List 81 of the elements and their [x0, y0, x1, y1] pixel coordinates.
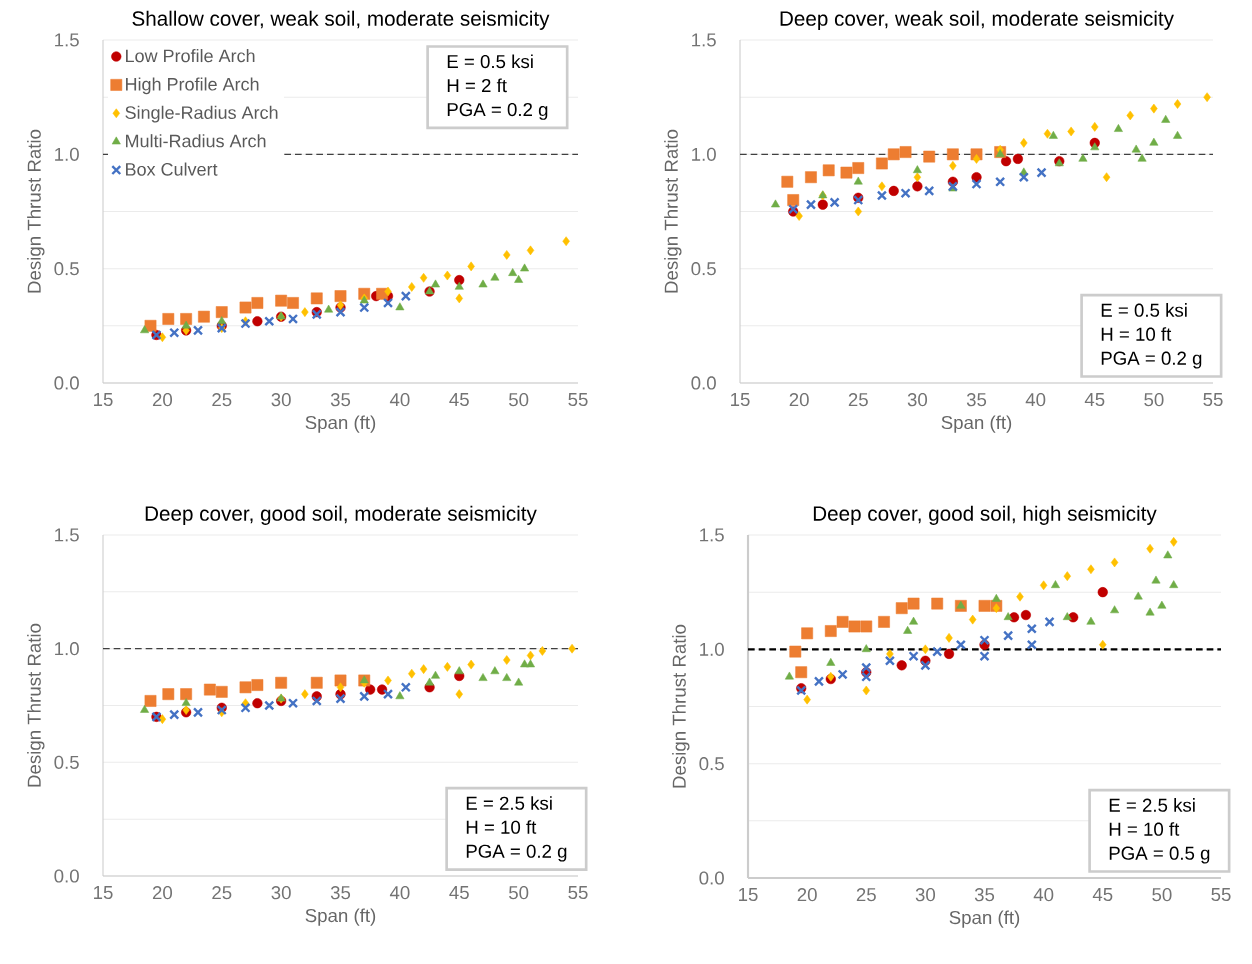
annotation: H = 10 ft — [466, 820, 537, 834]
annotation: PGA = 0.2 g — [447, 102, 548, 120]
legend-label: Multi-Radius Arch — [126, 134, 266, 148]
y-tick-label: 1.5 — [700, 528, 724, 542]
y-tick-label: 0.0 — [54, 376, 79, 390]
x-tick-label: 15 — [739, 888, 758, 902]
annotation: H = 10 ft — [1101, 327, 1172, 341]
y-tick-label: 1.5 — [55, 528, 79, 542]
x-tick-label: 15 — [94, 886, 113, 900]
annotation: E = 2.5 ksi — [466, 796, 552, 810]
y-tick-label: 0.0 — [54, 869, 79, 883]
x-tick-label: 25 — [212, 886, 232, 900]
x-axis-title: Span (ft) — [305, 908, 376, 926]
x-tick-label: 55 — [1211, 888, 1231, 902]
x-tick-label: 55 — [1203, 393, 1223, 407]
legend-label: High Profile Arch — [126, 77, 259, 95]
chart-title: Deep cover, good soil, moderate seismicity — [145, 505, 537, 525]
chart-title: Deep cover, weak soil, moderate seismicity — [780, 10, 1174, 30]
x-tick-label: 45 — [1092, 888, 1113, 902]
x-tick-label: 20 — [789, 393, 809, 407]
y-tick-label: 1.0 — [692, 147, 716, 161]
x-tick-label: 35 — [966, 393, 987, 407]
x-tick-label: 30 — [271, 393, 291, 407]
annotation: PGA = 0.2 g — [466, 844, 567, 862]
x-tick-label: 25 — [212, 393, 232, 407]
y-tick-label: 0.0 — [691, 376, 716, 390]
x-axis-title: Span (ft) — [941, 415, 1012, 433]
y-tick-label: 1.0 — [55, 642, 79, 656]
y-tick-label: 1.5 — [692, 33, 716, 47]
x-tick-label: 40 — [1033, 888, 1054, 902]
y-tick-label: 1.5 — [55, 33, 79, 47]
x-tick-label: 40 — [1025, 393, 1046, 407]
y-tick-label: 1.0 — [700, 642, 724, 656]
chart-title: Shallow cover, weak soil, moderate seismicity — [132, 10, 550, 30]
x-tick-label: 30 — [907, 393, 928, 407]
x-tick-label: 35 — [974, 888, 995, 902]
x-tick-label: 50 — [1152, 888, 1172, 902]
x-tick-label: 15 — [731, 393, 750, 407]
x-tick-label: 55 — [568, 886, 588, 900]
y-tick-label: 0.0 — [699, 871, 724, 885]
annotation: PGA = 0.2 g — [1101, 351, 1202, 369]
x-tick-label: 30 — [915, 888, 936, 902]
x-tick-label: 50 — [509, 393, 529, 407]
y-axis-title: Design Thrust Ratio — [27, 129, 45, 293]
chart-title: Deep cover, good soil, high seismicity — [813, 505, 1157, 525]
annotation: E = 0.5 ksi — [1101, 303, 1187, 317]
x-tick-label: 45 — [449, 393, 469, 407]
x-tick-label: 30 — [271, 886, 291, 900]
y-tick-label: 0.5 — [691, 262, 716, 276]
y-axis-title: Design Thrust Ratio — [27, 623, 45, 787]
x-tick-label: 20 — [797, 888, 817, 902]
x-tick-label: 35 — [330, 393, 351, 407]
x-tick-label: 45 — [449, 886, 469, 900]
x-tick-label: 25 — [848, 393, 868, 407]
legend-label: Single-Radius Arch — [125, 105, 278, 123]
annotation: H = 10 ft — [1109, 822, 1180, 836]
x-axis-title: Span (ft) — [305, 415, 376, 433]
x-tick-label: 40 — [389, 886, 410, 900]
y-tick-label: 0.5 — [54, 755, 79, 769]
x-tick-label: 20 — [152, 886, 173, 900]
annotation: E = 0.5 ksi — [447, 54, 533, 69]
y-tick-label: 0.5 — [54, 262, 79, 276]
annotation: H = 2 ft — [447, 78, 507, 93]
x-tick-label: 25 — [856, 888, 876, 902]
x-tick-label: 40 — [389, 393, 410, 407]
x-tick-label: 20 — [152, 393, 173, 407]
annotation: E = 2.5 ksi — [1109, 798, 1195, 812]
x-tick-label: 55 — [568, 393, 588, 407]
y-axis-title: Design Thrust Ratio — [672, 624, 690, 788]
legend-label: Box Culvert — [126, 162, 218, 176]
x-tick-label: 15 — [94, 393, 113, 407]
x-tick-label: 45 — [1084, 393, 1105, 407]
x-tick-label: 50 — [1144, 393, 1164, 407]
x-tick-label: 35 — [330, 886, 351, 900]
y-tick-label: 0.5 — [699, 757, 724, 771]
x-axis-title: Span (ft) — [949, 910, 1020, 928]
legend-label: Low Profile Arch — [126, 49, 255, 63]
annotation: PGA = 0.5 g — [1109, 846, 1210, 864]
y-axis-title: Design Thrust Ratio — [664, 129, 682, 293]
y-tick-label: 1.0 — [55, 147, 79, 161]
x-tick-label: 50 — [509, 886, 529, 900]
